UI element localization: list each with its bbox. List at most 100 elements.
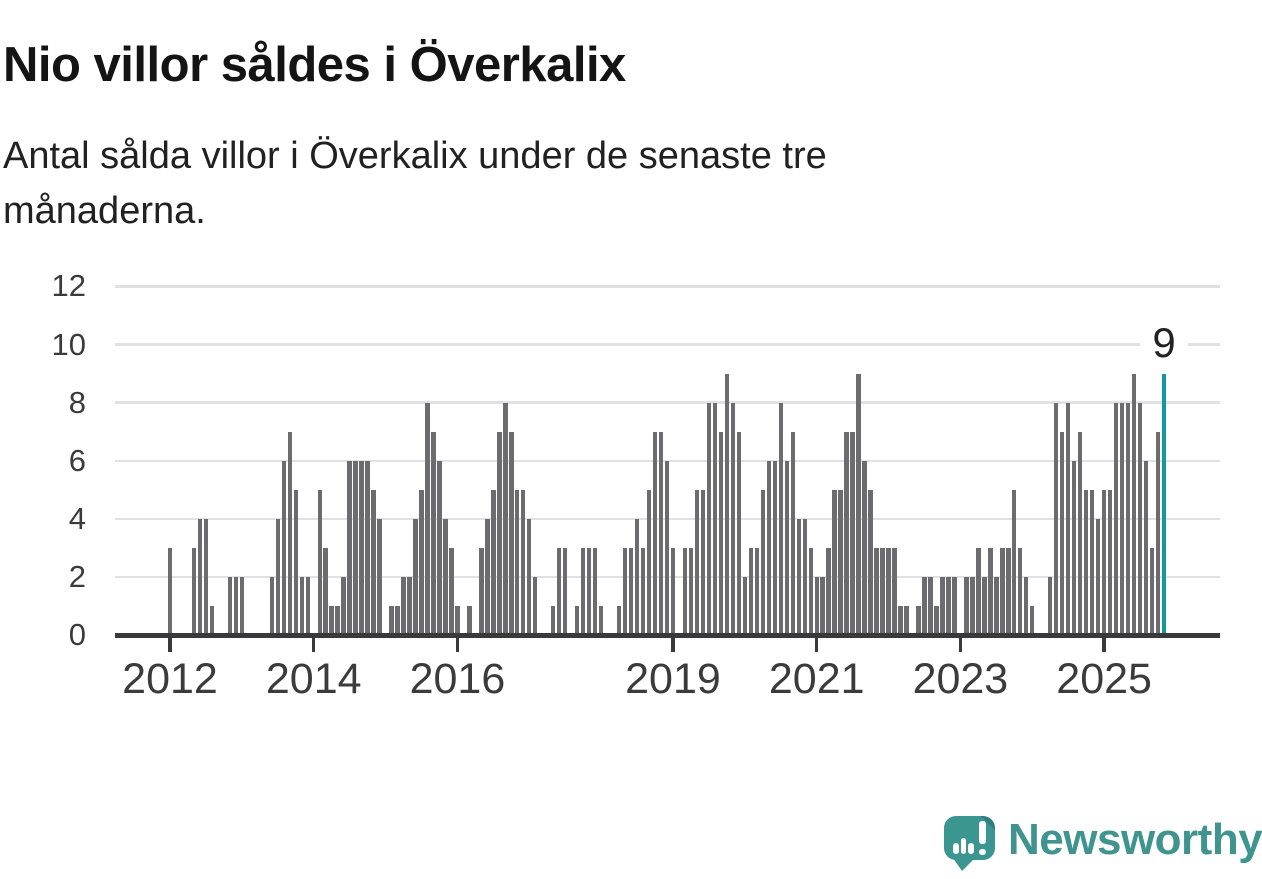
x-tick-2012 [168, 637, 172, 652]
bar [700, 489, 706, 635]
bar [868, 489, 873, 635]
bar [455, 605, 460, 635]
bar [574, 605, 580, 635]
bar [521, 489, 526, 635]
bar [557, 547, 562, 635]
bar [551, 605, 556, 635]
bar [197, 518, 203, 635]
y-axis-label-2: 2 [68, 558, 86, 594]
bar [1048, 576, 1053, 635]
bar [413, 518, 418, 635]
bar [982, 576, 987, 635]
y-axis-label-0: 0 [68, 617, 86, 652]
bar [784, 460, 789, 635]
bar [1107, 489, 1113, 635]
bar [658, 431, 664, 635]
bar [850, 431, 855, 635]
bar [922, 576, 927, 635]
x-axis-label-2016: 2016 [409, 655, 506, 703]
bar [167, 547, 173, 635]
bar [419, 489, 424, 635]
bar [760, 489, 765, 635]
bar [233, 576, 239, 635]
y-axis-label-12: 12 [51, 268, 86, 304]
bar [227, 576, 233, 635]
bar [497, 431, 502, 635]
bar [299, 576, 304, 635]
y-axis-label-4: 4 [68, 500, 86, 536]
bar [449, 547, 454, 635]
bar [329, 605, 334, 635]
bar [802, 518, 807, 635]
bar [359, 460, 364, 635]
bar [778, 402, 783, 635]
bar [1030, 605, 1035, 635]
bubble [944, 816, 995, 860]
bar [1060, 431, 1065, 635]
mini-bar-1 [953, 843, 959, 854]
bar [916, 605, 921, 635]
bar [904, 605, 909, 635]
bar [431, 431, 436, 635]
y-axis-label-8: 8 [68, 384, 86, 420]
bar [479, 547, 484, 635]
bar [1095, 518, 1101, 635]
bar [1024, 576, 1029, 635]
bar [976, 547, 981, 635]
bar [1155, 431, 1161, 635]
bar [527, 518, 532, 635]
bar [515, 489, 520, 635]
bar [443, 518, 448, 635]
gridline-10 [115, 343, 1220, 346]
bar [688, 547, 694, 635]
exclamation-stem [979, 821, 986, 844]
bar [580, 547, 586, 635]
bar [1006, 547, 1011, 635]
bar [209, 605, 215, 635]
bar [874, 547, 879, 635]
bar [1012, 489, 1017, 635]
bar [718, 431, 724, 635]
bar [365, 460, 370, 635]
bar [317, 489, 322, 635]
bar [994, 576, 999, 635]
bar [790, 431, 795, 635]
bar [856, 373, 861, 635]
bar [191, 547, 197, 635]
bar [401, 576, 406, 635]
x-axis-label-2025: 2025 [1056, 655, 1152, 703]
bar [1083, 489, 1089, 635]
bar [730, 402, 736, 635]
bar [389, 605, 394, 635]
bar [928, 576, 933, 635]
bar [371, 489, 376, 635]
bar [1143, 460, 1149, 635]
bubble-tail [953, 858, 975, 871]
bar [1125, 402, 1131, 635]
bar [1101, 489, 1107, 635]
exclamation-dot [979, 848, 986, 855]
bar [467, 605, 472, 635]
y-axis-label-10: 10 [51, 326, 86, 362]
bar [275, 518, 280, 635]
bar [485, 518, 490, 635]
bar [509, 431, 514, 635]
bar [491, 489, 496, 635]
bar [724, 373, 730, 635]
bar [622, 547, 628, 635]
bar [407, 576, 412, 635]
bar [503, 402, 508, 635]
bar [335, 605, 340, 635]
bar [347, 460, 352, 635]
bar [712, 402, 718, 635]
bar [598, 605, 604, 635]
mini-bar-3 [968, 843, 974, 854]
bar [616, 605, 622, 635]
newsworthy-logo-text: Newsworthy [1008, 815, 1262, 864]
bar [533, 576, 538, 635]
bar [1113, 402, 1119, 635]
bar [1071, 460, 1077, 635]
bar [341, 576, 346, 635]
x-axis-line [115, 633, 1220, 638]
